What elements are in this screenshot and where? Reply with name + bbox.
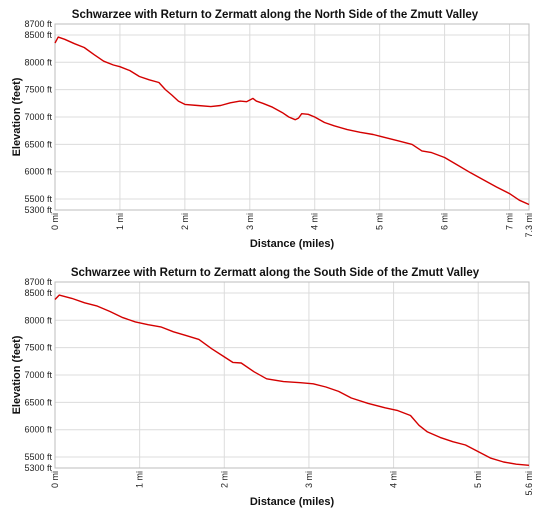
y-tick-label: 5300 ft [24, 205, 52, 215]
elevation-chart-north: Schwarzee with Return to Zermatt along t… [11, 9, 534, 250]
chart-title: Schwarzee with Return to Zermatt along t… [72, 9, 479, 21]
x-tick-label: 4 mi [310, 213, 320, 230]
x-tick-label: 0 mi [50, 471, 60, 488]
x-tick-label: 3 mi [304, 471, 314, 488]
y-tick-label: 7500 ft [24, 343, 52, 353]
x-tick-label: 7 mi [505, 213, 515, 230]
y-tick-label: 5300 ft [24, 463, 52, 473]
y-tick-label: 7000 ft [24, 112, 52, 122]
y-tick-label: 6000 ft [24, 425, 52, 435]
y-tick-label: 8700 ft [24, 277, 52, 287]
elevation-chart-south: Schwarzee with Return to Zermatt along t… [11, 267, 534, 508]
x-axis-label: Distance (miles) [250, 496, 335, 508]
elevation-profile-line [54, 36, 530, 206]
y-tick-label: 6500 ft [24, 139, 52, 149]
x-tick-label: 2 mi [219, 471, 229, 488]
y-tick-label: 8500 ft [24, 30, 52, 40]
x-tick-label: 1 mi [135, 471, 145, 488]
y-tick-label: 6000 ft [24, 167, 52, 177]
y-tick-label: 8700 ft [24, 19, 52, 29]
x-tick-label: 2 mi [180, 213, 190, 230]
x-tick-label: 3 mi [245, 213, 255, 230]
x-tick-label: 4 mi [389, 471, 399, 488]
x-tick-label: 5.6 mi [524, 471, 534, 496]
x-tick-label: 5 mi [375, 213, 385, 230]
y-tick-label: 7000 ft [24, 370, 52, 380]
chart-title: Schwarzee with Return to Zermatt along t… [71, 267, 480, 279]
x-tick-label: 1 mi [115, 213, 125, 230]
y-tick-label: 5500 ft [24, 452, 52, 462]
x-tick-label: 6 mi [440, 213, 450, 230]
y-tick-label: 7500 ft [24, 85, 52, 95]
y-tick-label: 8000 ft [24, 57, 52, 67]
plot-frame [54, 281, 530, 469]
x-tick-label: 0 mi [50, 213, 60, 230]
y-tick-label: 5500 ft [24, 194, 52, 204]
y-tick-label: 6500 ft [24, 397, 52, 407]
y-axis-label: Elevation (feet) [11, 77, 23, 156]
y-tick-label: 8000 ft [24, 315, 52, 325]
plot-frame [54, 23, 530, 211]
x-axis-label: Distance (miles) [250, 238, 335, 250]
y-axis-label: Elevation (feet) [11, 335, 23, 414]
x-tick-label: 7.3 mi [524, 213, 534, 238]
x-tick-label: 5 mi [473, 471, 483, 488]
y-tick-label: 8500 ft [24, 288, 52, 298]
elevation-profile-line [54, 294, 530, 466]
